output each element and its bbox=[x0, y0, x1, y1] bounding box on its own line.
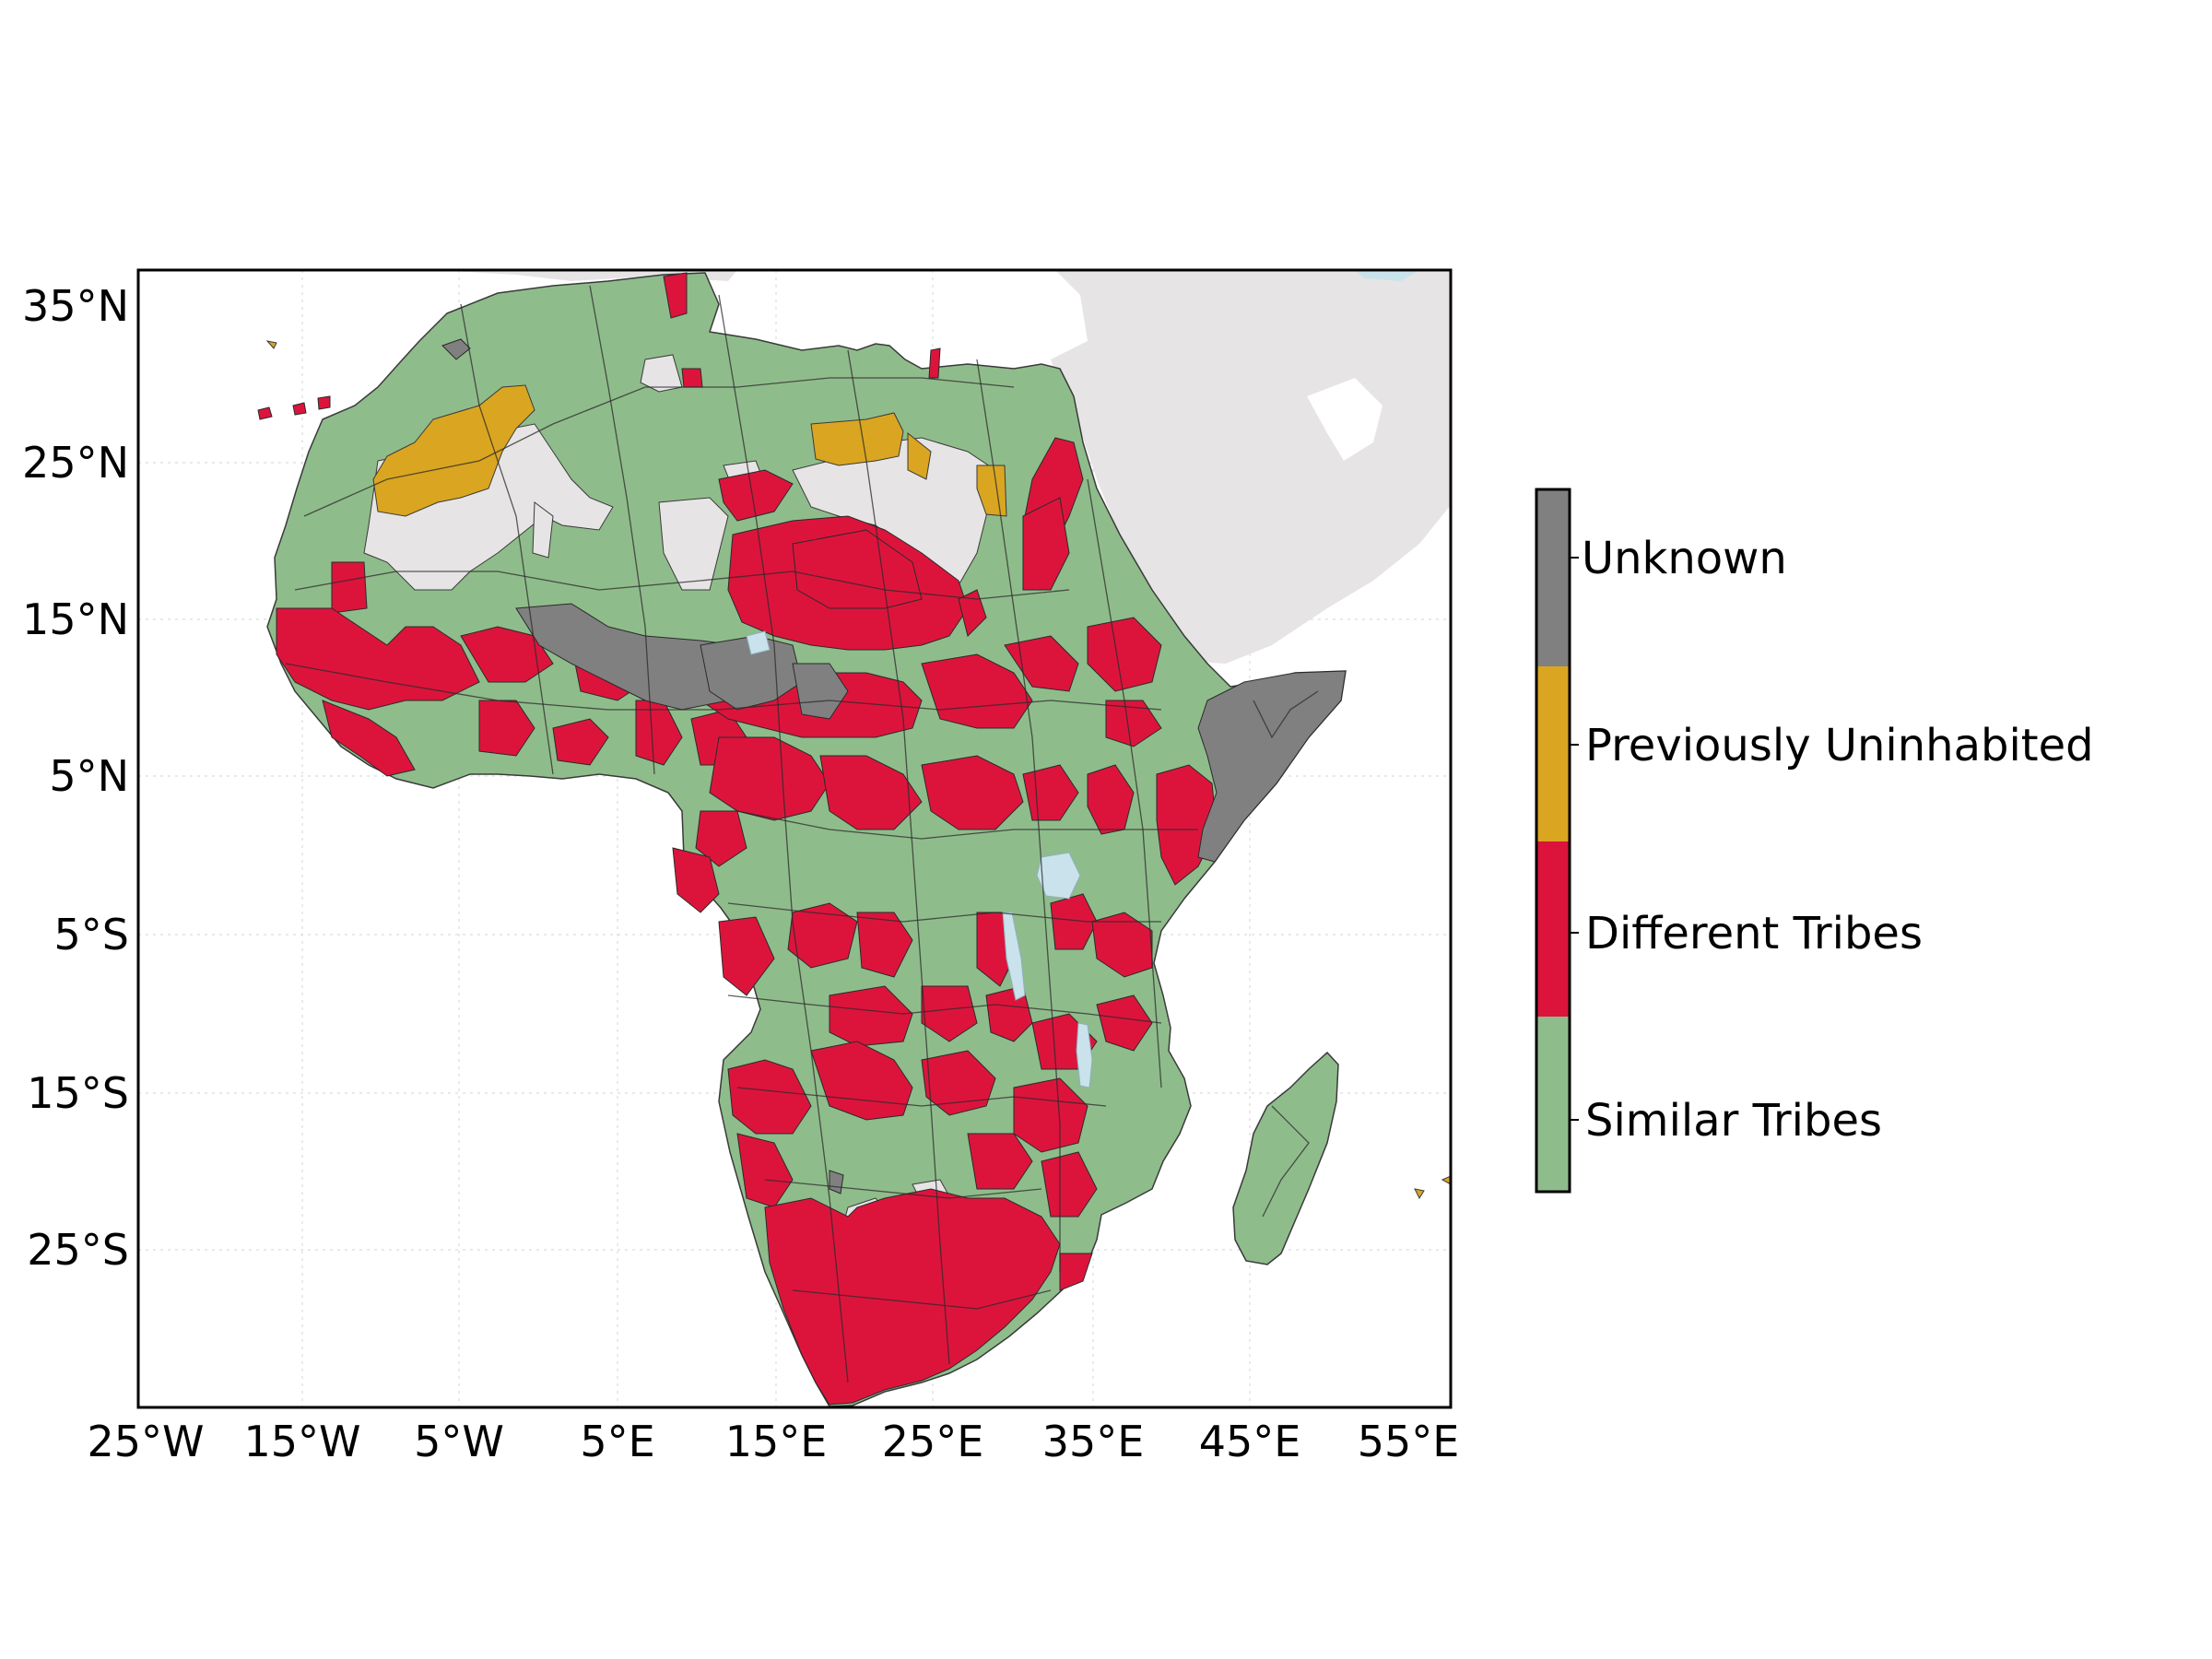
x-tick-label: 15°E bbox=[725, 1417, 828, 1466]
colorbar-frame bbox=[1535, 488, 1571, 1194]
x-tick-label: 25°W bbox=[87, 1417, 204, 1466]
lake-victoria bbox=[1036, 852, 1081, 900]
y-tick-label: 35°N bbox=[22, 281, 129, 331]
lake-chad bbox=[746, 630, 771, 655]
lake-tanganyika bbox=[1002, 912, 1026, 1001]
x-tick-label: 5°E bbox=[580, 1417, 654, 1466]
y-tick-label: 25°S bbox=[27, 1225, 129, 1275]
x-axis-ticks: 25°W 15°W 5°W 5°E 15°E 25°E 35°E 45°E 55… bbox=[87, 1417, 1459, 1466]
x-tick-label: 25°E bbox=[882, 1417, 984, 1466]
colorbar-similar-tribes bbox=[1536, 1017, 1570, 1192]
y-tick-label: 25°N bbox=[22, 438, 129, 488]
x-tick-label: 55°E bbox=[1358, 1417, 1460, 1466]
map-frame bbox=[136, 268, 1453, 1409]
y-axis-ticks: 35°N 25°N 15°N 5°N 5°S 15°S 25°S bbox=[22, 281, 129, 1275]
x-tick-label: 5°W bbox=[414, 1417, 504, 1466]
legend-label-previously-uninhabited: Previously Uninhabited bbox=[1585, 720, 2094, 771]
legend-label-similar-tribes: Similar Tribes bbox=[1585, 1095, 1882, 1147]
legend-label-unknown: Unknown bbox=[1582, 533, 1787, 584]
map-area bbox=[138, 270, 1451, 1407]
unknown-regions bbox=[441, 338, 1347, 1194]
colorbar-previously-uninhabited bbox=[1536, 666, 1570, 841]
y-tick-label: 15°S bbox=[27, 1068, 129, 1118]
legend-label-different-tribes: Different Tribes bbox=[1585, 908, 1923, 959]
lake-malawi bbox=[1076, 1022, 1093, 1088]
x-tick-label: 15°W bbox=[243, 1417, 360, 1466]
lakes bbox=[746, 630, 1093, 1088]
background-land bbox=[433, 270, 1451, 664]
region-borders bbox=[285, 285, 1319, 1383]
x-tick-label: 35°E bbox=[1042, 1417, 1145, 1466]
y-tick-label: 5°S bbox=[54, 910, 129, 959]
y-tick-label: 5°N bbox=[49, 751, 129, 801]
colorbar-different-tribes bbox=[1536, 841, 1570, 1017]
colorbar-legend: Unknown Previously Uninhabited Different… bbox=[1535, 488, 2094, 1194]
colorbar-unknown bbox=[1536, 489, 1570, 666]
y-tick-label: 15°N bbox=[22, 594, 129, 644]
x-tick-label: 45°E bbox=[1199, 1417, 1301, 1466]
previously-uninhabited-regions bbox=[265, 340, 1451, 1200]
madagascar bbox=[1232, 1051, 1339, 1265]
